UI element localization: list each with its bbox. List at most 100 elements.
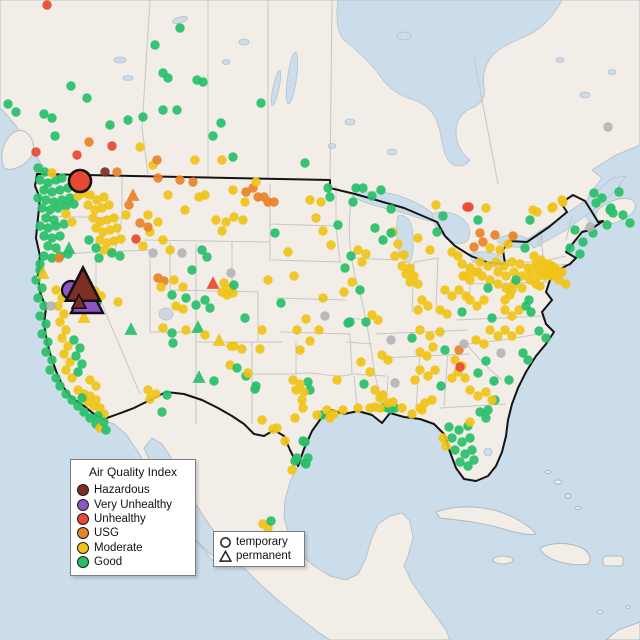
aqi-monitor-dot[interactable] <box>460 449 470 459</box>
aqi-monitor-dot[interactable] <box>200 295 210 305</box>
aqi-monitor-dot[interactable] <box>270 228 280 238</box>
aqi-monitor-dot[interactable] <box>473 215 483 225</box>
aqi-monitor-dot[interactable] <box>208 131 218 141</box>
aqi-monitor-dot[interactable] <box>343 318 353 328</box>
aqi-monitor-dot[interactable] <box>180 205 190 215</box>
aqi-monitor-dot[interactable] <box>51 221 61 231</box>
aqi-monitor-dot[interactable] <box>375 393 385 403</box>
aqi-monitor-dot[interactable] <box>435 327 445 337</box>
aqi-monitor-dot[interactable] <box>169 275 179 285</box>
aqi-monitor-dot[interactable] <box>301 459 311 469</box>
aqi-monitor-dot[interactable] <box>37 203 47 213</box>
aqi-monitor-dot[interactable] <box>61 325 71 335</box>
aqi-monitor-dot[interactable] <box>440 345 450 355</box>
aqi-monitor-dot[interactable] <box>541 333 551 343</box>
aqi-monitor-dot[interactable] <box>465 385 475 395</box>
aqi-monitor-dot[interactable] <box>405 277 415 287</box>
aqi-monitor-dot[interactable] <box>534 326 544 336</box>
aqi-monitor-dot[interactable] <box>318 226 328 236</box>
aqi-monitor-dot[interactable] <box>41 213 51 223</box>
aqi-monitor-dot[interactable] <box>45 365 55 375</box>
aqi-monitor-dot[interactable] <box>91 223 101 233</box>
aqi-monitor-dot[interactable] <box>72 150 82 160</box>
aqi-monitor-permanent[interactable] <box>36 266 50 279</box>
aqi-monitor-dot[interactable] <box>325 413 335 423</box>
aqi-monitor-dot[interactable] <box>536 255 546 265</box>
aqi-monitor-dot[interactable] <box>43 337 53 347</box>
aqi-monitor-dot[interactable] <box>351 183 361 193</box>
aqi-monitor-dot[interactable] <box>43 223 53 233</box>
aqi-monitor-dot[interactable] <box>475 407 485 417</box>
aqi-monitor-dot[interactable] <box>229 212 239 222</box>
aqi-monitor-dot[interactable] <box>73 367 83 377</box>
aqi-monitor-dot[interactable] <box>33 293 43 303</box>
aqi-monitor-dot[interactable] <box>75 343 85 353</box>
aqi-monitor-dot[interactable] <box>561 279 571 289</box>
aqi-monitor-dot[interactable] <box>570 225 580 235</box>
aqi-monitor-dot[interactable] <box>485 325 495 335</box>
aqi-monitor-dot[interactable] <box>67 395 77 405</box>
aqi-monitor-dot[interactable] <box>523 355 533 365</box>
aqi-monitor-dot[interactable] <box>514 305 524 315</box>
aqi-monitor-dot[interactable] <box>94 253 104 263</box>
aqi-monitor-dot[interactable] <box>88 213 98 223</box>
aqi-monitor-dot[interactable] <box>79 407 89 417</box>
aqi-monitor-dot[interactable] <box>66 81 76 91</box>
aqi-monitor-dot[interactable] <box>473 368 483 378</box>
aqi-monitor-dot[interactable] <box>51 373 61 383</box>
aqi-monitor-dot[interactable] <box>121 210 131 220</box>
aqi-monitor-dot[interactable] <box>346 251 356 261</box>
aqi-monitor-dot[interactable] <box>428 342 438 352</box>
aqi-monitor-dot[interactable] <box>457 307 467 317</box>
aqi-monitor-dot[interactable] <box>450 355 460 365</box>
aqi-monitor-dot[interactable] <box>77 359 87 369</box>
aqi-monitor-dot[interactable] <box>67 373 77 383</box>
aqi-monitor-dot[interactable] <box>455 457 465 467</box>
aqi-monitor-dot[interactable] <box>291 385 301 395</box>
aqi-monitor-dot[interactable] <box>256 98 266 108</box>
aqi-monitor-dot[interactable] <box>465 275 475 285</box>
aqi-monitor-dot[interactable] <box>113 297 123 307</box>
aqi-monitor-dot[interactable] <box>232 363 242 373</box>
aqi-monitor-permanent[interactable] <box>206 276 220 289</box>
aqi-monitor-dot[interactable] <box>61 209 71 219</box>
aqi-monitor-dot[interactable] <box>39 109 49 119</box>
aqi-monitor-dot[interactable] <box>507 257 517 267</box>
aqi-monitor-dot[interactable] <box>47 168 57 178</box>
aqi-monitor-dot[interactable] <box>493 267 503 277</box>
aqi-monitor-dot[interactable] <box>413 279 423 289</box>
aqi-monitor-dot[interactable] <box>447 433 457 443</box>
aqi-monitor-dot[interactable] <box>499 261 509 271</box>
aqi-monitor-dot[interactable] <box>316 197 326 207</box>
aqi-monitor-dot[interactable] <box>181 293 191 303</box>
aqi-monitor-dot[interactable] <box>37 283 47 293</box>
aqi-monitor-dot[interactable] <box>386 335 396 345</box>
aqi-monitor-dot[interactable] <box>473 391 483 401</box>
aqi-monitor-dot[interactable] <box>33 163 43 173</box>
aqi-monitor-dot[interactable] <box>493 331 503 341</box>
aqi-monitor-dot[interactable] <box>217 155 227 165</box>
aqi-monitor-dot[interactable] <box>40 167 50 177</box>
aqi-monitor-dot[interactable] <box>190 155 200 165</box>
aqi-monitor-dot[interactable] <box>320 311 330 321</box>
aqi-monitor-dot[interactable] <box>287 465 297 475</box>
aqi-monitor-dot[interactable] <box>390 378 400 388</box>
aqi-monitor-dot[interactable] <box>489 376 499 386</box>
aqi-monitor-dot[interactable] <box>435 305 445 315</box>
aqi-monitor-dot[interactable] <box>187 265 197 275</box>
aqi-monitor-dot[interactable] <box>432 227 442 237</box>
aqi-monitor-dot[interactable] <box>450 445 460 455</box>
aqi-monitor-dot[interactable] <box>301 314 311 324</box>
aqi-monitor-dot[interactable] <box>148 248 158 258</box>
aqi-monitor-dot[interactable] <box>543 259 553 269</box>
aqi-monitor-dot[interactable] <box>340 263 350 273</box>
aqi-monitor-dot[interactable] <box>495 245 505 255</box>
aqi-monitor-dot[interactable] <box>417 295 427 305</box>
aqi-monitor-dot[interactable] <box>181 325 191 335</box>
aqi-monitor-dot[interactable] <box>292 325 302 335</box>
aqi-monitor-dot[interactable] <box>269 197 279 207</box>
aqi-monitor-dot[interactable] <box>386 228 396 238</box>
aqi-monitor-dot[interactable] <box>240 313 250 323</box>
aqi-monitor-dot[interactable] <box>172 105 182 115</box>
aqi-monitor-dot[interactable] <box>41 319 51 329</box>
